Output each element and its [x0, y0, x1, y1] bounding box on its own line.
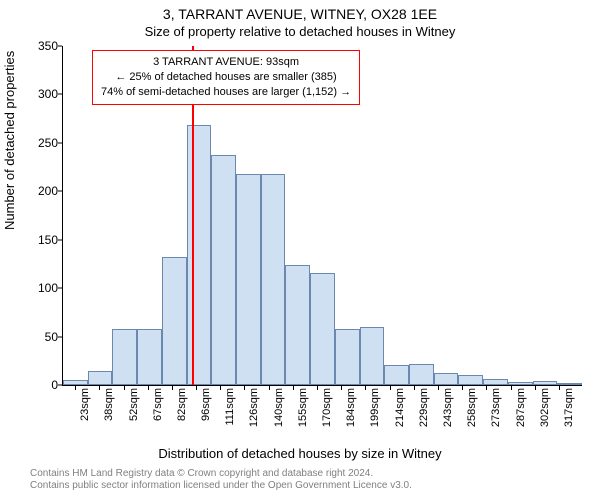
histogram-bar [137, 329, 162, 385]
y-tick-label: 250 [18, 136, 58, 150]
histogram-bar [112, 329, 137, 385]
x-tick-mark [438, 386, 439, 390]
x-tick-label: 258sqm [466, 388, 478, 427]
x-tick-mark [75, 386, 76, 390]
x-tick-mark [511, 386, 512, 390]
y-tick-label: 350 [18, 39, 58, 53]
x-tick-label: 140sqm [273, 388, 285, 427]
y-tick-label: 100 [18, 281, 58, 295]
x-tick-label: 111sqm [224, 388, 236, 426]
y-tick-label: 0 [18, 378, 58, 392]
y-tick-label: 300 [18, 87, 58, 101]
y-tick-mark [58, 191, 62, 192]
chart-title-sub: Size of property relative to detached ho… [0, 24, 600, 39]
chart-container: 3, TARRANT AVENUE, WITNEY, OX28 1EE Size… [0, 0, 600, 500]
x-tick-mark [220, 386, 221, 390]
x-tick-mark [99, 386, 100, 390]
y-tick-label: 200 [18, 184, 58, 198]
x-axis-label: Distribution of detached houses by size … [0, 446, 600, 461]
histogram-bar [310, 273, 335, 385]
footer-attribution: Contains HM Land Registry data © Crown c… [30, 468, 590, 492]
y-tick-mark [58, 336, 62, 337]
x-tick-mark [124, 386, 125, 390]
x-tick-mark [172, 386, 173, 390]
x-tick-label: 155sqm [297, 388, 309, 427]
info-box-line3: 74% of semi-detached houses are larger (… [101, 85, 351, 100]
footer-line2: Contains public sector information licen… [30, 480, 590, 492]
histogram-bar [236, 174, 261, 385]
x-tick-label: 229sqm [418, 388, 430, 427]
x-tick-label: 317sqm [563, 388, 575, 427]
x-tick-label: 170sqm [321, 388, 333, 427]
x-tick-label: 214sqm [394, 388, 406, 427]
x-tick-label: 199sqm [369, 388, 381, 427]
histogram-bar [285, 265, 310, 385]
x-tick-label: 302sqm [539, 388, 551, 427]
footer-line1: Contains HM Land Registry data © Crown c… [30, 468, 590, 480]
x-tick-label: 23sqm [79, 388, 91, 421]
x-tick-mark [390, 386, 391, 390]
y-tick-mark [58, 385, 62, 386]
histogram-bar [533, 381, 558, 385]
histogram-bar [63, 380, 88, 385]
y-tick-label: 50 [18, 330, 58, 344]
histogram-bar [557, 383, 582, 385]
histogram-bar [508, 382, 533, 385]
x-tick-mark [293, 386, 294, 390]
histogram-bar [211, 155, 236, 385]
x-tick-label: 126sqm [248, 388, 260, 427]
histogram-bar [360, 327, 385, 385]
x-tick-mark [148, 386, 149, 390]
x-tick-label: 96sqm [200, 388, 212, 421]
x-tick-label: 67sqm [152, 388, 164, 421]
x-tick-mark [317, 386, 318, 390]
x-tick-mark [244, 386, 245, 390]
x-tick-mark [365, 386, 366, 390]
y-tick-mark [58, 288, 62, 289]
x-tick-label: 38sqm [103, 388, 115, 421]
histogram-bar [88, 371, 113, 385]
x-tick-label: 184sqm [345, 388, 357, 427]
histogram-bar [384, 365, 409, 385]
x-tick-mark [341, 386, 342, 390]
x-tick-label: 287sqm [515, 388, 527, 427]
x-tick-mark [414, 386, 415, 390]
y-tick-mark [58, 142, 62, 143]
histogram-bar [483, 379, 508, 385]
y-tick-mark [58, 239, 62, 240]
histogram-bar [187, 125, 212, 385]
x-tick-label: 243sqm [442, 388, 454, 427]
histogram-bar [335, 329, 360, 385]
y-axis-label: Number of detached properties [2, 51, 17, 230]
x-tick-label: 82sqm [176, 388, 188, 421]
histogram-bar [162, 257, 187, 385]
y-tick-mark [58, 46, 62, 47]
info-box-line1: 3 TARRANT AVENUE: 93sqm [101, 55, 351, 70]
y-tick-mark [58, 94, 62, 95]
info-box-line2: ← 25% of detached houses are smaller (38… [101, 70, 351, 85]
x-tick-label: 52sqm [128, 388, 140, 421]
x-tick-label: 273sqm [490, 388, 502, 427]
x-tick-mark [196, 386, 197, 390]
x-tick-mark [486, 386, 487, 390]
x-tick-mark [559, 386, 560, 390]
histogram-bar [458, 375, 483, 385]
x-tick-mark [535, 386, 536, 390]
x-tick-mark [462, 386, 463, 390]
info-box: 3 TARRANT AVENUE: 93sqm ← 25% of detache… [92, 50, 360, 105]
histogram-bar [409, 364, 434, 385]
y-tick-label: 150 [18, 233, 58, 247]
histogram-bar [434, 373, 459, 385]
x-tick-mark [269, 386, 270, 390]
chart-title-main: 3, TARRANT AVENUE, WITNEY, OX28 1EE [0, 6, 600, 22]
histogram-bar [261, 174, 286, 385]
